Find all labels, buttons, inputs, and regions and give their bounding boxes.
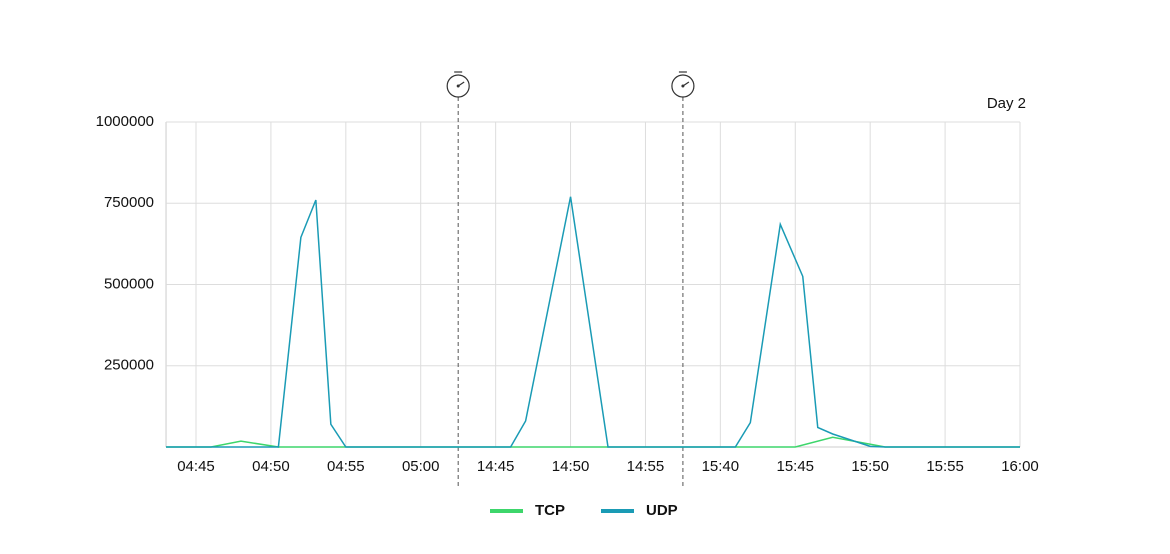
x-tick-label: 04:55 xyxy=(327,458,365,475)
x-tick-label: 14:50 xyxy=(552,458,590,475)
x-tick-label: 15:50 xyxy=(851,458,889,475)
x-tick-label: 14:55 xyxy=(627,458,665,475)
timer-icon xyxy=(446,71,470,98)
timer-center xyxy=(456,84,460,88)
x-tick-label: 15:40 xyxy=(702,458,740,475)
x-tick-label: 04:45 xyxy=(177,458,215,475)
x-tick-label: 15:45 xyxy=(776,458,814,475)
x-tick-label: 16:00 xyxy=(1001,458,1039,475)
series-line xyxy=(166,196,1020,448)
x-tick-label: 15:55 xyxy=(926,458,964,475)
x-tick-label: 14:45 xyxy=(477,458,515,475)
legend-label: UDP xyxy=(646,502,678,519)
y-tick-label: 1000000 xyxy=(96,113,154,130)
timer-icon xyxy=(671,71,695,98)
legend-label: TCP xyxy=(535,502,565,519)
series-line xyxy=(166,436,1020,448)
timer-center xyxy=(681,84,685,88)
y-tick-label: 250000 xyxy=(104,357,154,374)
y-tick-label: 750000 xyxy=(104,194,154,211)
x-tick-label: 05:00 xyxy=(402,458,440,475)
y-tick-label: 500000 xyxy=(104,275,154,292)
x-tick-label: 04:50 xyxy=(252,458,290,475)
annotation: Day 2 xyxy=(987,95,1026,112)
